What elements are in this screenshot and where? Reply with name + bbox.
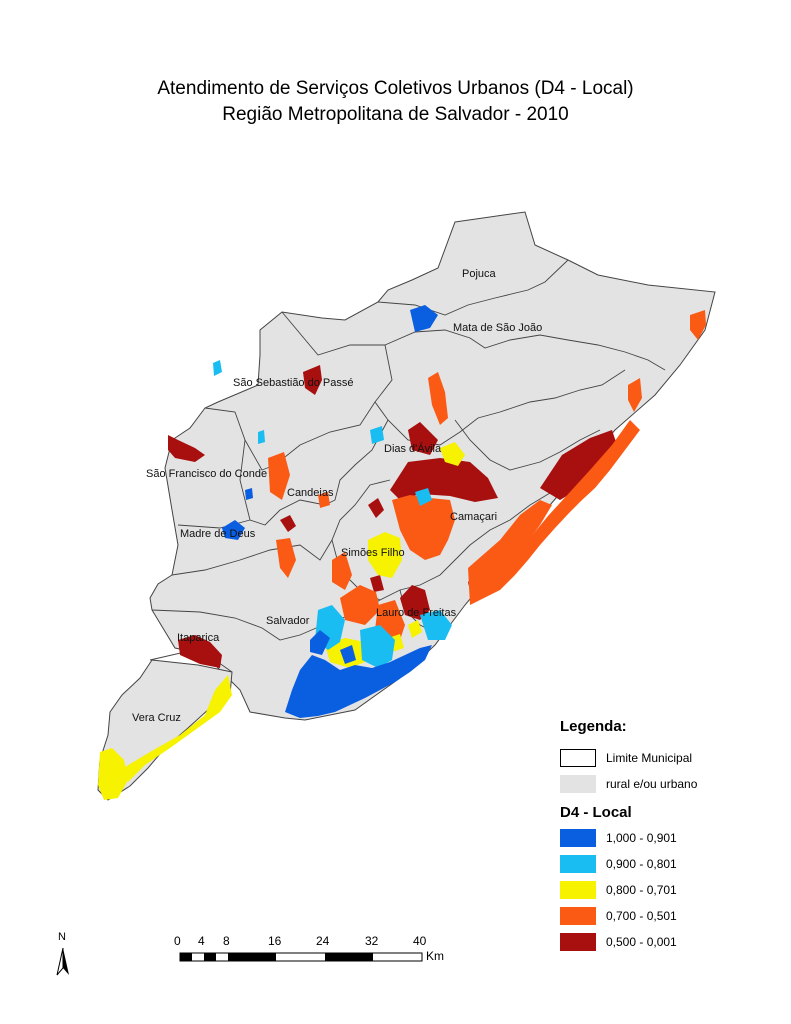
- legend-item-class-2: 0,900 - 0,801: [560, 854, 677, 874]
- legend-swatch-class-5: [560, 933, 596, 951]
- scale-tick-16: 16: [268, 934, 282, 948]
- scale-tick-40: 40: [413, 934, 427, 948]
- legend-swatch-class-2: [560, 855, 596, 873]
- scale-tick-8: 8: [223, 934, 230, 948]
- label-sao-sebastiao: São Sebastião do Passé: [233, 377, 353, 389]
- label-vera-cruz: Vera Cruz: [132, 712, 181, 724]
- scale-tick-4: 4: [198, 934, 205, 948]
- scale-tick-24: 24: [316, 934, 330, 948]
- class-1-areas: [222, 305, 438, 718]
- legend-item-class-4: 0,700 - 0,501: [560, 906, 677, 926]
- legend-label-class-3: 0,800 - 0,701: [606, 883, 677, 897]
- label-simoes-filho: Simões Filho: [341, 547, 405, 559]
- legend-swatch-class-4: [560, 907, 596, 925]
- label-sao-francisco: São Francisco do Conde: [146, 468, 267, 480]
- label-candeias: Candeias: [287, 487, 334, 499]
- class-4-areas: [268, 310, 706, 645]
- legend-item-class-5: 0,500 - 0,001: [560, 932, 677, 952]
- municipal-boundaries: [149, 259, 666, 673]
- legend-label-limite: Limite Municipal: [606, 751, 693, 765]
- legend-title: Legenda:: [560, 718, 627, 735]
- legend-item-limite: Limite Municipal: [560, 748, 692, 768]
- scale-unit: Km: [426, 949, 444, 963]
- label-madre-de-deus: Madre de Deus: [180, 528, 256, 540]
- legend-label-class-2: 0,900 - 0,801: [606, 857, 677, 871]
- label-dias-davila: Dias d'Ávila: [384, 442, 442, 455]
- legend-item-class-1: 1,000 - 0,901: [560, 828, 677, 848]
- legend-label-rural: rural e/ou urbano: [606, 777, 698, 791]
- label-salvador: Salvador: [266, 615, 310, 627]
- label-itaparica: Itaparica: [177, 632, 220, 644]
- legend-swatch-class-1: [560, 829, 596, 847]
- legend-label-class-5: 0,500 - 0,001: [606, 935, 677, 949]
- label-mata-de-sao-joao: Mata de São João: [453, 322, 542, 334]
- map-subtitle: Região Metropolitana de Salvador - 2010: [222, 104, 569, 125]
- legend-label-class-1: 1,000 - 0,901: [606, 831, 677, 845]
- legend-item-class-3: 0,800 - 0,701: [560, 880, 677, 900]
- legend-swatch-rural: [560, 775, 596, 793]
- legend-classes-title: D4 - Local: [560, 804, 632, 821]
- scale-tick-32: 32: [365, 934, 379, 948]
- legend-label-class-4: 0,700 - 0,501: [606, 909, 677, 923]
- legend-item-rural: rural e/ou urbano: [560, 774, 697, 794]
- scale-bar: 0 4 8 16 24 32 40 Km: [174, 934, 444, 963]
- legend-swatch-limite: [560, 749, 596, 767]
- label-camacari: Camaçari: [450, 511, 497, 523]
- scale-tick-0: 0: [174, 934, 181, 948]
- north-label: N: [58, 931, 66, 943]
- label-pojuca: Pojuca: [462, 268, 497, 280]
- label-lauro-de-freitas: Lauro de Freitas: [376, 607, 457, 619]
- legend-swatch-class-3: [560, 881, 596, 899]
- map-title: Atendimento de Serviços Coletivos Urbano…: [157, 78, 634, 99]
- north-arrow: N: [56, 931, 69, 976]
